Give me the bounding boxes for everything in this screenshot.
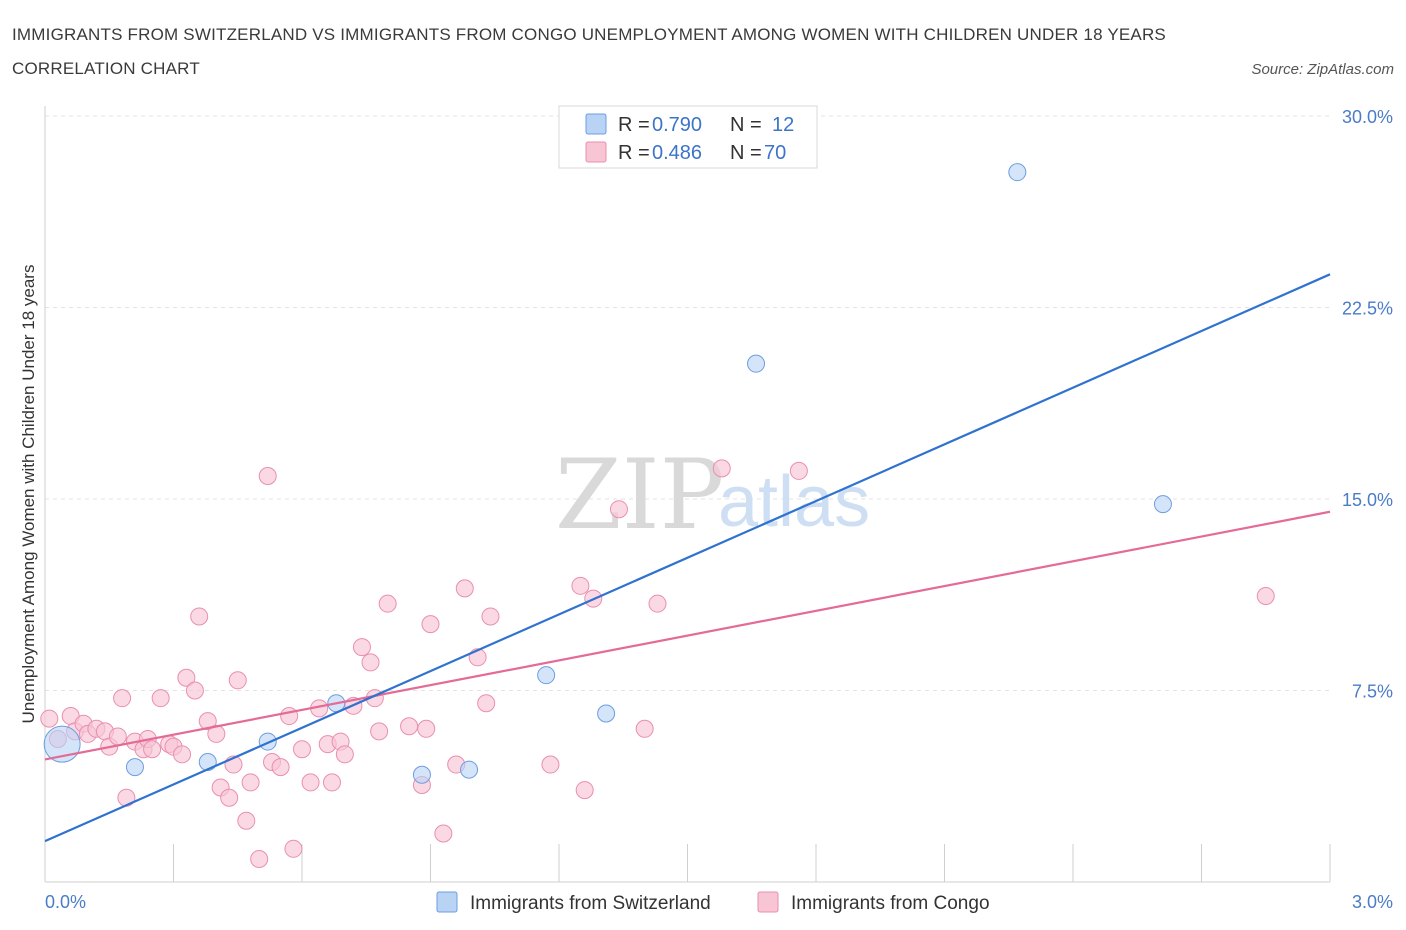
congo-trend-line xyxy=(44,510,1331,761)
congo-point xyxy=(143,740,162,759)
legend-swatch-switzerland xyxy=(585,113,607,135)
switzerland-point xyxy=(412,765,431,784)
y-tick-label: 22.5% xyxy=(1342,299,1393,319)
congo-point xyxy=(241,773,260,792)
legend-n-label-congo: N = xyxy=(730,142,762,164)
congo-point xyxy=(113,689,132,708)
grid xyxy=(45,115,1330,691)
switzerland-point xyxy=(597,704,616,723)
chart-title: IMMIGRANTS FROM SWITZERLAND VS IMMIGRANT… xyxy=(12,25,1166,78)
congo-point xyxy=(293,740,311,759)
congo-point xyxy=(108,727,127,746)
congo-point xyxy=(421,615,440,634)
y-axis-label: Unemployment Among Women with Children U… xyxy=(19,265,38,724)
switzerland-points xyxy=(43,163,1172,784)
x-tick-label: 3.0% xyxy=(1352,892,1393,912)
congo-point xyxy=(370,722,389,741)
congo-point xyxy=(361,653,380,672)
congo-point xyxy=(301,773,320,792)
congo-point xyxy=(220,788,239,807)
x-tick-label: 0.0% xyxy=(45,892,86,912)
watermark: ZIP atlas xyxy=(555,439,870,551)
congo-point xyxy=(198,712,217,731)
source-label: Source: ZipAtlas.com xyxy=(1251,61,1394,78)
y-tick-label: 30.0% xyxy=(1342,107,1393,127)
axes xyxy=(44,106,1331,883)
y-tick-label: 15.0% xyxy=(1342,490,1393,510)
series-legend-swatch-switzerland xyxy=(436,891,458,913)
switzerland-point xyxy=(198,752,217,771)
legend-r-value-congo: 0.486 xyxy=(652,142,702,164)
trend-lines xyxy=(44,273,1331,843)
congo-point xyxy=(173,745,192,764)
congo-point xyxy=(352,638,371,657)
watermark-zip: ZIP xyxy=(555,439,724,551)
congo-point xyxy=(177,668,196,687)
series-legend-label-switzerland: Immigrants from Switzerland xyxy=(470,893,711,914)
congo-point xyxy=(151,689,170,708)
congo-point xyxy=(228,671,247,690)
switzerland-point xyxy=(258,732,277,751)
congo-points xyxy=(40,459,1275,869)
congo-point xyxy=(280,707,299,726)
congo-point xyxy=(575,781,594,800)
series-legend-label-congo: Immigrants from Congo xyxy=(791,893,990,914)
congo-point xyxy=(284,839,303,858)
congo-point xyxy=(237,811,256,830)
congo-point xyxy=(609,500,628,519)
congo-point xyxy=(258,467,277,486)
legend-r-label-switzerland: R = xyxy=(618,114,650,136)
congo-point xyxy=(1256,587,1275,606)
congo-point xyxy=(481,607,500,626)
congo-point xyxy=(378,594,397,613)
congo-point xyxy=(335,745,354,764)
congo-point xyxy=(571,576,590,595)
y-tick-label: 7.5% xyxy=(1352,682,1393,702)
y-tick-labels: 7.5% 15.0% 22.5% 30.0% xyxy=(1342,107,1393,702)
congo-point xyxy=(434,824,453,843)
congo-point xyxy=(477,694,496,713)
stats-legend: R = 0.790 N = 12 R = 0.486 N = 70 xyxy=(558,105,818,169)
congo-point xyxy=(455,579,474,598)
congo-point xyxy=(185,681,204,700)
congo-point xyxy=(541,755,560,774)
switzerland-trend-line xyxy=(44,273,1331,843)
series-legend-swatch-congo xyxy=(757,891,779,913)
legend-swatch-congo xyxy=(585,141,607,163)
congo-point xyxy=(250,850,269,869)
congo-point xyxy=(190,607,209,626)
congo-point xyxy=(322,773,341,792)
switzerland-point xyxy=(537,666,556,685)
legend-n-value-switzerland: 12 xyxy=(772,114,794,136)
switzerland-point xyxy=(43,725,81,763)
congo-point xyxy=(635,719,654,738)
series-legend: Immigrants from Switzerland Immigrants f… xyxy=(436,891,990,914)
congo-point xyxy=(789,461,808,480)
congo-point xyxy=(40,709,59,728)
congo-point xyxy=(712,459,731,478)
congo-point xyxy=(417,719,436,738)
switzerland-point xyxy=(125,758,144,777)
switzerland-point xyxy=(1153,495,1172,514)
switzerland-point xyxy=(1008,163,1027,182)
legend-r-label-congo: R = xyxy=(618,142,650,164)
congo-point xyxy=(271,758,290,777)
x-tick-labels: 0.0% 3.0% xyxy=(45,892,1393,912)
switzerland-point xyxy=(460,760,479,779)
legend-n-value-congo: 70 xyxy=(764,142,786,164)
switzerland-point xyxy=(747,354,766,373)
congo-point xyxy=(400,717,419,736)
legend-r-value-switzerland: 0.790 xyxy=(652,114,702,136)
congo-point xyxy=(648,594,667,613)
legend-n-label-switzerland: N = xyxy=(730,114,762,136)
